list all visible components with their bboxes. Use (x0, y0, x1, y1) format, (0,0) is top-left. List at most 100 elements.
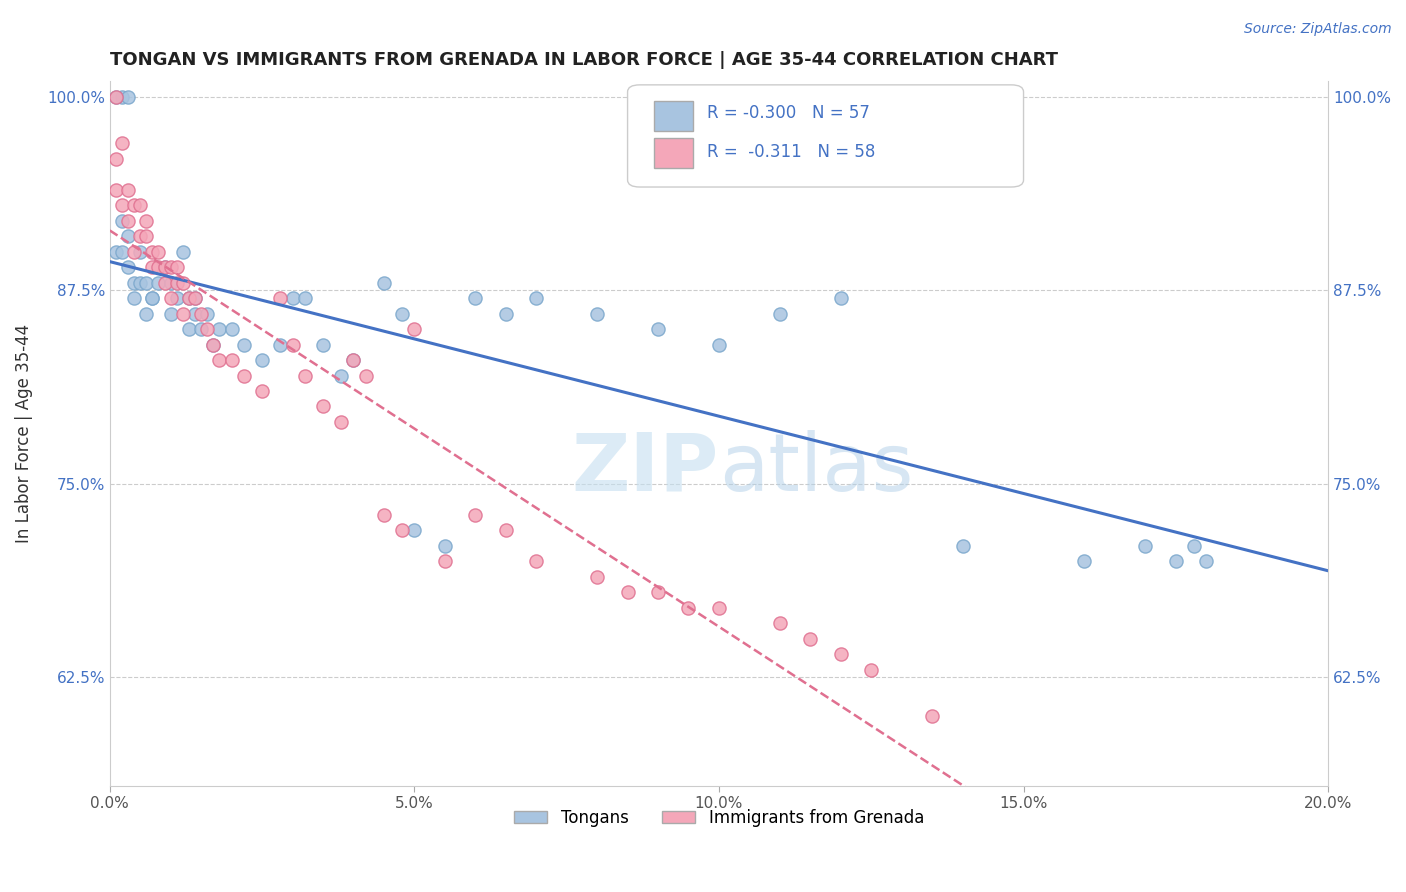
Point (860, 663, 883, 677)
Point (159, 260, 181, 274)
Point (250, 384, 273, 398)
Point (464, 291, 486, 305)
Point (404, 322, 426, 336)
Point (707, 600, 730, 615)
Point (342, 353, 364, 368)
Point (616, 585, 638, 599)
Point (208, 322, 231, 336)
Point (117, 183, 139, 197)
FancyBboxPatch shape (627, 85, 1024, 187)
Point (330, 368, 353, 383)
Point (104, 90, 127, 104)
Point (141, 291, 163, 305)
Point (177, 291, 200, 305)
Point (830, 647, 852, 661)
Point (111, 244, 134, 259)
Point (104, 244, 127, 259)
Point (391, 524, 413, 538)
Point (141, 291, 163, 305)
Point (433, 554, 456, 568)
Point (769, 616, 792, 631)
Point (159, 291, 181, 305)
Bar (654, 138, 693, 168)
Point (312, 400, 335, 414)
Text: ZIP: ZIP (572, 430, 718, 508)
Point (269, 291, 291, 305)
Point (1182, 539, 1205, 553)
Point (117, 90, 139, 104)
Point (159, 276, 181, 290)
Point (117, 229, 139, 244)
Point (129, 229, 152, 244)
Point (153, 260, 176, 274)
Point (202, 337, 225, 351)
Point (433, 539, 456, 553)
Point (495, 307, 517, 321)
Point (122, 276, 145, 290)
Point (184, 291, 207, 305)
Point (135, 213, 157, 227)
Point (190, 322, 212, 336)
Point (129, 244, 152, 259)
Point (153, 276, 176, 290)
Point (159, 307, 181, 321)
Point (104, 90, 127, 104)
Point (391, 307, 413, 321)
Point (166, 260, 188, 274)
Point (707, 337, 730, 351)
Point (172, 276, 194, 290)
Point (647, 585, 669, 599)
Point (122, 198, 145, 212)
Point (135, 229, 157, 244)
Point (1135, 539, 1157, 553)
Point (586, 570, 609, 584)
Point (111, 213, 134, 227)
Point (250, 353, 273, 368)
Text: TONGAN VS IMMIGRANTS FROM GRENADA IN LABOR FORCE | AGE 35-44 CORRELATION CHART: TONGAN VS IMMIGRANTS FROM GRENADA IN LAB… (110, 51, 1057, 69)
Point (195, 307, 218, 321)
Point (111, 136, 134, 151)
Point (464, 508, 486, 522)
Point (647, 322, 669, 336)
Point (404, 524, 426, 538)
Point (166, 276, 188, 290)
Point (104, 152, 127, 166)
Text: R = -0.300   N = 57: R = -0.300 N = 57 (707, 104, 870, 122)
Point (678, 600, 700, 615)
Point (830, 291, 852, 305)
Y-axis label: In Labor Force | Age 35-44: In Labor Force | Age 35-44 (15, 324, 32, 543)
Point (524, 291, 547, 305)
Point (148, 244, 170, 259)
Point (232, 368, 254, 383)
Point (495, 524, 517, 538)
Point (524, 554, 547, 568)
Point (117, 260, 139, 274)
Point (135, 307, 157, 321)
Point (122, 244, 145, 259)
Point (1195, 554, 1218, 568)
Point (281, 337, 304, 351)
Text: R =  -0.311   N = 58: R = -0.311 N = 58 (707, 143, 875, 161)
Point (148, 260, 170, 274)
Point (921, 709, 943, 723)
Point (952, 539, 974, 553)
Point (1164, 554, 1187, 568)
Point (208, 353, 231, 368)
Point (111, 198, 134, 212)
Point (281, 291, 304, 305)
Point (166, 291, 188, 305)
Point (294, 368, 316, 383)
Point (221, 353, 243, 368)
Point (373, 508, 395, 522)
Point (195, 322, 218, 336)
Point (111, 90, 134, 104)
Point (184, 291, 207, 305)
Point (232, 337, 254, 351)
Point (129, 198, 152, 212)
Point (117, 213, 139, 227)
Legend: Tongans, Immigrants from Grenada: Tongans, Immigrants from Grenada (508, 803, 931, 834)
Point (269, 337, 291, 351)
Point (373, 276, 395, 290)
Point (312, 337, 335, 351)
Point (294, 291, 316, 305)
